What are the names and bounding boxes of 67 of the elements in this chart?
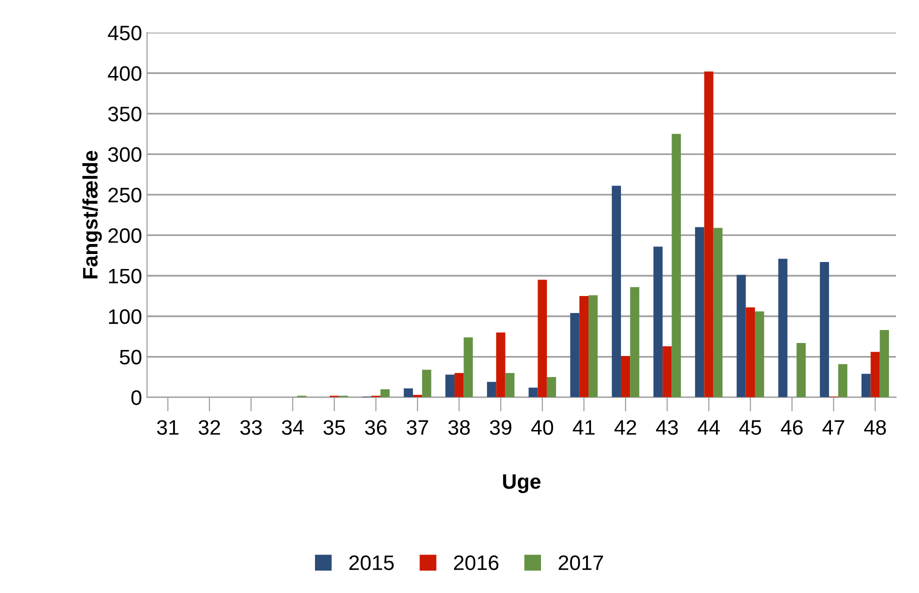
x-tick-label: 38 <box>448 420 470 435</box>
legend-label: 2016 <box>454 555 498 570</box>
y-tick-label: 450 <box>108 26 142 40</box>
bar <box>620 356 630 398</box>
x-tick-label: 36 <box>365 420 387 435</box>
bar <box>579 296 589 398</box>
bar <box>704 72 714 398</box>
bar <box>464 337 473 398</box>
x-tick-label: 31 <box>157 420 178 435</box>
bar <box>570 313 580 398</box>
y-tick-label: 250 <box>108 188 142 202</box>
x-tick-label: 41 <box>572 420 595 435</box>
bar <box>695 227 704 398</box>
x-tick-label: 40 <box>531 420 554 435</box>
x-axis-title: Uge <box>503 474 540 494</box>
x-tick-label: 42 <box>614 420 636 435</box>
bar <box>820 262 830 398</box>
bar <box>588 295 598 398</box>
y-tick-label: 400 <box>108 66 142 81</box>
bar <box>746 307 755 398</box>
x-tick-label: 45 <box>739 420 762 435</box>
bar <box>880 330 889 398</box>
bar <box>754 311 764 398</box>
bar <box>672 134 681 398</box>
bar <box>445 374 455 398</box>
bar <box>612 186 621 398</box>
bar <box>736 274 746 398</box>
bar <box>778 258 788 398</box>
legend-label: 2015 <box>349 555 394 570</box>
x-tick-label: 43 <box>656 420 678 435</box>
bar <box>486 382 496 398</box>
y-tick-label: 200 <box>108 228 142 243</box>
x-tick-label: 33 <box>240 420 262 435</box>
y-tick-label: 150 <box>109 268 142 284</box>
y-tick-label: 100 <box>109 309 142 324</box>
bar <box>713 228 723 398</box>
bar <box>861 374 871 398</box>
bar <box>422 370 432 398</box>
bar <box>454 372 464 398</box>
bar <box>505 372 514 398</box>
x-tick-label: 46 <box>780 420 803 435</box>
y-axis-title: Fangst/fælde <box>82 150 102 278</box>
x-tick-label: 35 <box>323 420 345 435</box>
legend-label: 2017 <box>558 555 603 570</box>
bar <box>538 280 547 398</box>
x-tick-label: 37 <box>406 420 428 435</box>
bar <box>380 389 390 398</box>
x-tick-label: 47 <box>822 420 844 435</box>
bar <box>662 346 672 398</box>
x-tick-label: 48 <box>864 420 886 435</box>
bar <box>404 388 413 398</box>
bar <box>870 352 880 398</box>
y-tick-label: 300 <box>108 147 142 162</box>
bar <box>653 246 663 398</box>
x-tick-label: 39 <box>490 420 512 435</box>
y-tick-label: 350 <box>108 106 142 122</box>
y-tick-label: 50 <box>120 350 142 365</box>
bar <box>496 332 506 398</box>
y-tick-label: 0 <box>131 390 142 406</box>
bar <box>796 343 806 398</box>
bar <box>838 364 848 398</box>
bar <box>630 287 640 398</box>
bar <box>528 388 538 398</box>
x-tick-label: 44 <box>698 420 720 435</box>
bar <box>546 377 556 398</box>
x-tick-label: 32 <box>198 420 220 435</box>
x-tick-label: 34 <box>282 420 304 435</box>
